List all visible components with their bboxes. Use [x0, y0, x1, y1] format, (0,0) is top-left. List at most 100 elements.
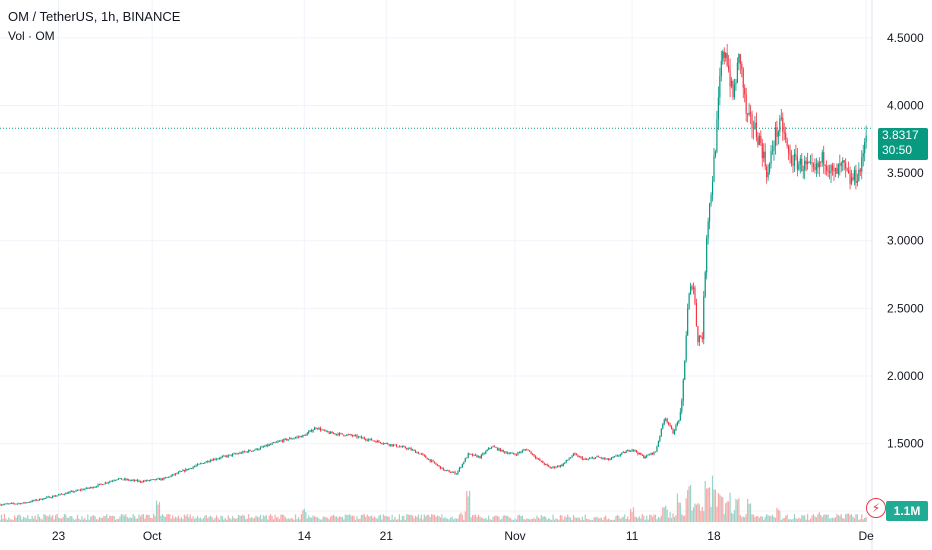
- candle-body: [650, 452, 652, 455]
- candle-body: [71, 491, 73, 492]
- price-tick-label: 2.0000: [887, 369, 924, 383]
- volume-bar: [188, 517, 190, 522]
- symbol-title[interactable]: OM / TetherUS, 1h, BINANCE: [8, 9, 181, 24]
- candle-body: [821, 152, 823, 163]
- volume-bar: [375, 517, 377, 522]
- candle-body: [580, 456, 582, 458]
- candle-body: [555, 467, 557, 468]
- candle-body: [445, 470, 447, 472]
- volume-bar: [542, 516, 544, 522]
- candle-body: [514, 453, 516, 455]
- volume-bar: [861, 514, 863, 522]
- candle-body: [93, 487, 95, 489]
- candle-body: [602, 457, 604, 459]
- volume-bar: [474, 514, 477, 522]
- volume-bar: [610, 519, 613, 522]
- candle-body: [213, 458, 215, 461]
- lightning-icon[interactable]: ⚡: [866, 498, 886, 518]
- candle-body: [237, 453, 240, 455]
- volume-bar: [283, 515, 285, 522]
- volume-bar: [747, 498, 749, 522]
- volume-bar: [613, 519, 616, 522]
- candle-body: [390, 444, 392, 446]
- volume-bar: [537, 517, 540, 522]
- volume-bar: [701, 506, 703, 522]
- candle-body: [687, 308, 689, 336]
- volume-bar: [239, 515, 241, 522]
- volume-bar: [511, 519, 513, 522]
- candle-body: [84, 488, 86, 490]
- volume-bar: [489, 519, 491, 522]
- candle-body: [47, 496, 49, 498]
- volume-bar: [0, 514, 3, 522]
- volume-bar: [568, 516, 570, 522]
- volume-bar: [144, 518, 146, 522]
- volume-bar: [504, 515, 506, 522]
- volume-bar: [272, 519, 275, 522]
- volume-bar: [625, 519, 627, 522]
- candle-body: [722, 51, 724, 62]
- candle-body: [827, 170, 829, 172]
- candle-body: [539, 459, 541, 461]
- candle-body: [688, 293, 690, 309]
- candle-body: [438, 465, 440, 467]
- candle-body: [523, 449, 525, 451]
- volume-bar: [643, 515, 645, 522]
- volume-bar: [44, 514, 46, 522]
- volume-bar: [305, 512, 307, 522]
- price-tick-label: 3.0000: [887, 234, 924, 248]
- candle-body: [612, 457, 614, 458]
- candle-body: [505, 452, 507, 454]
- volume-bar: [653, 514, 655, 522]
- candle-body: [473, 454, 475, 456]
- volume-bar: [371, 515, 373, 522]
- candle-body: [498, 448, 500, 451]
- candle-body: [575, 454, 578, 455]
- candle-body: [469, 453, 471, 455]
- volume-bar: [479, 516, 481, 522]
- volume-bar: [163, 515, 165, 522]
- volume-bar: [325, 517, 327, 522]
- candle-body: [236, 453, 238, 455]
- volume-bar: [523, 519, 525, 522]
- candle-body: [776, 127, 778, 137]
- volume-bar: [354, 520, 357, 522]
- price-axis[interactable]: 1.00001.50002.00002.50003.00003.50004.00…: [887, 31, 924, 518]
- time-axis[interactable]: 23 Oct 14 21 Nov 11 18 De: [52, 529, 874, 543]
- volume-bar: [79, 519, 82, 522]
- volume-bar: [340, 516, 342, 522]
- candle-body: [444, 470, 446, 472]
- candle-body: [619, 454, 621, 456]
- candle-body: [536, 458, 538, 459]
- volume-bar: [766, 514, 768, 522]
- candle-body: [858, 169, 860, 181]
- candle-body: [489, 447, 491, 449]
- volume-bar: [267, 519, 269, 522]
- volume-bar: [508, 517, 510, 522]
- candle-body: [458, 467, 461, 471]
- volume-bar: [505, 515, 507, 522]
- candle-body: [771, 150, 774, 152]
- candle-body: [198, 463, 200, 465]
- candle-body: [37, 499, 39, 501]
- candle-body: [581, 457, 583, 460]
- candle-body: [679, 411, 681, 421]
- candle-body: [621, 452, 623, 455]
- candle-countdown: 30:50: [882, 143, 913, 157]
- candle-body: [120, 478, 123, 480]
- volume-bar: [666, 509, 668, 522]
- volume-indicator-label[interactable]: Vol · OM: [8, 29, 55, 43]
- candle-body: [128, 479, 130, 481]
- candle-body: [678, 420, 680, 423]
- volume-bar: [439, 517, 441, 522]
- candle-body: [634, 450, 636, 452]
- volume-bar: [826, 514, 828, 522]
- candle-body: [177, 472, 180, 474]
- candle-body: [804, 160, 806, 171]
- candle-body: [735, 82, 737, 85]
- candle-body: [46, 496, 48, 498]
- candle-body: [768, 163, 771, 172]
- volume-bar: [221, 516, 223, 522]
- candle-body: [113, 480, 115, 482]
